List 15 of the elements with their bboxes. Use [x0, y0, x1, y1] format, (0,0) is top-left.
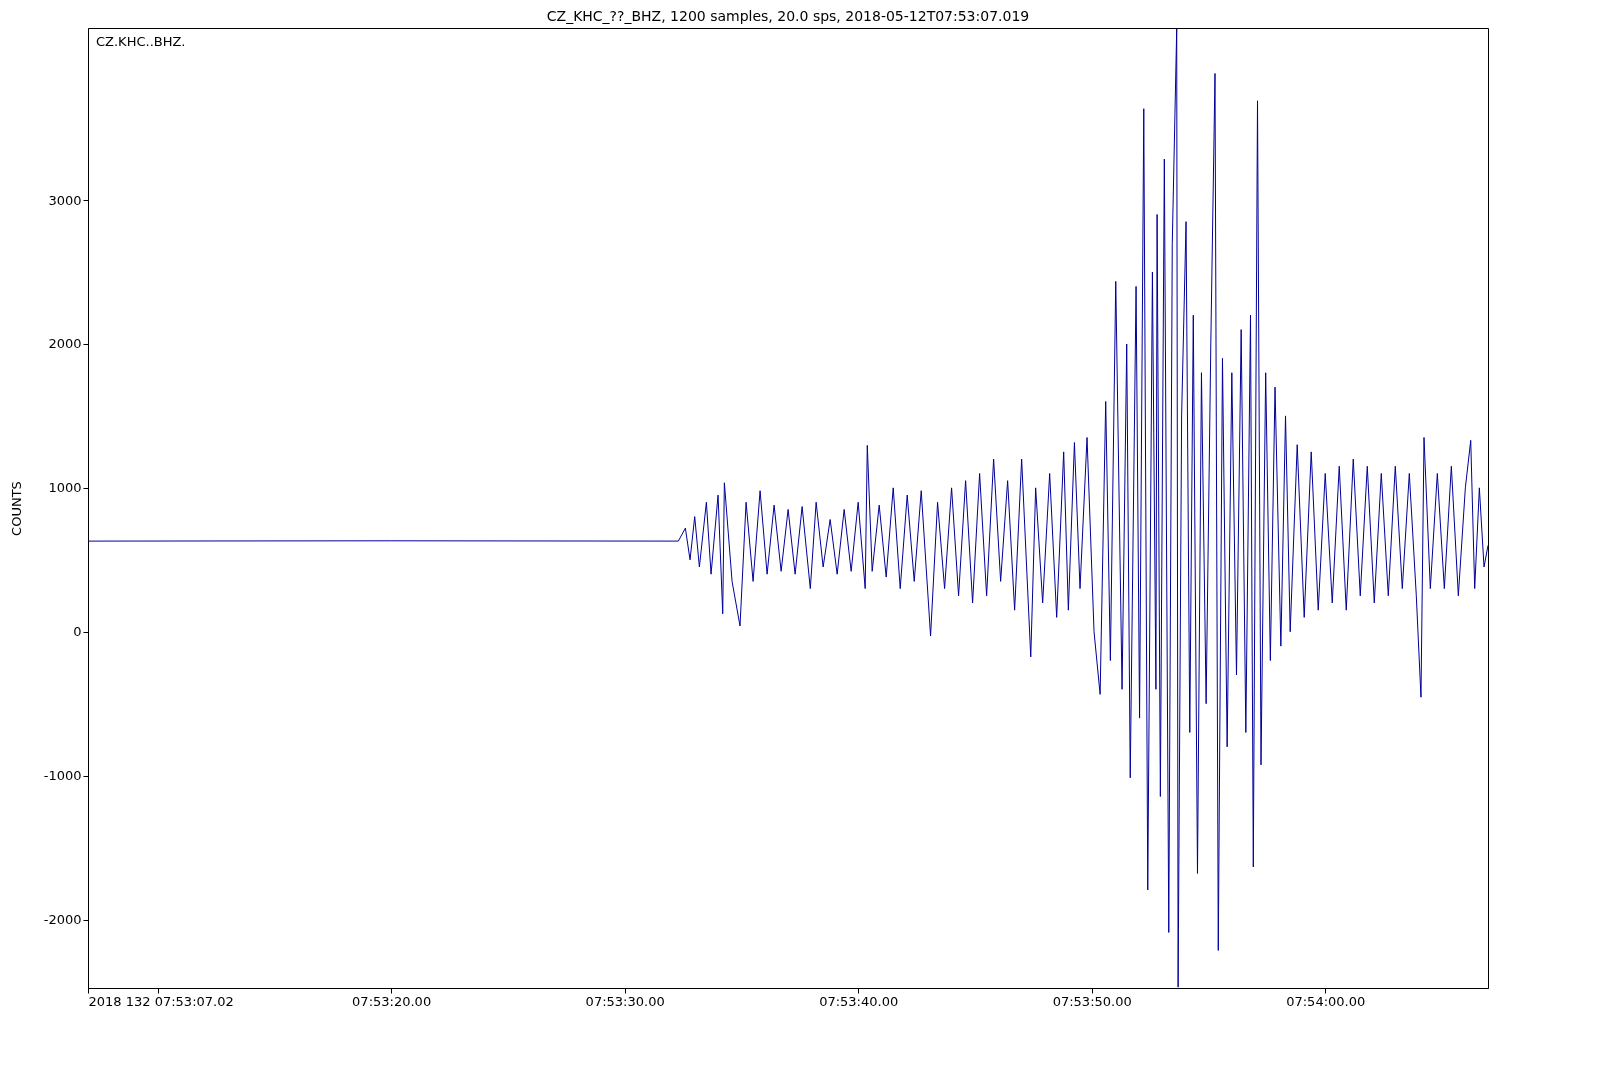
y-tick-label: -2000 [43, 912, 82, 928]
x-tick-label: 07:53:20.00 [352, 993, 432, 1009]
y-tick-label: -1000 [43, 768, 82, 784]
y-tick-label: 1000 [48, 480, 82, 496]
y-tick-label: 2000 [48, 336, 82, 352]
x-tick-label: 07:53:30.00 [585, 993, 665, 1009]
x-tick-label: 2018 132 07:53:07.02 [88, 993, 234, 1009]
y-tick-label: 0 [73, 624, 82, 640]
x-tick-label: 07:54:00.00 [1286, 993, 1366, 1009]
y-axis-title: COUNTS [8, 481, 24, 536]
chart-title: CZ_KHC_??_BHZ, 1200 samples, 20.0 sps, 2018-05-12T07:53:07.019 [546, 8, 1030, 24]
y-tick-label: 3000 [48, 192, 82, 208]
annotation: CZ.KHC..BHZ. [96, 34, 186, 49]
x-tick-label: 07:53:40.00 [819, 993, 899, 1009]
x-tick-label: 07:53:50.00 [1052, 993, 1132, 1009]
